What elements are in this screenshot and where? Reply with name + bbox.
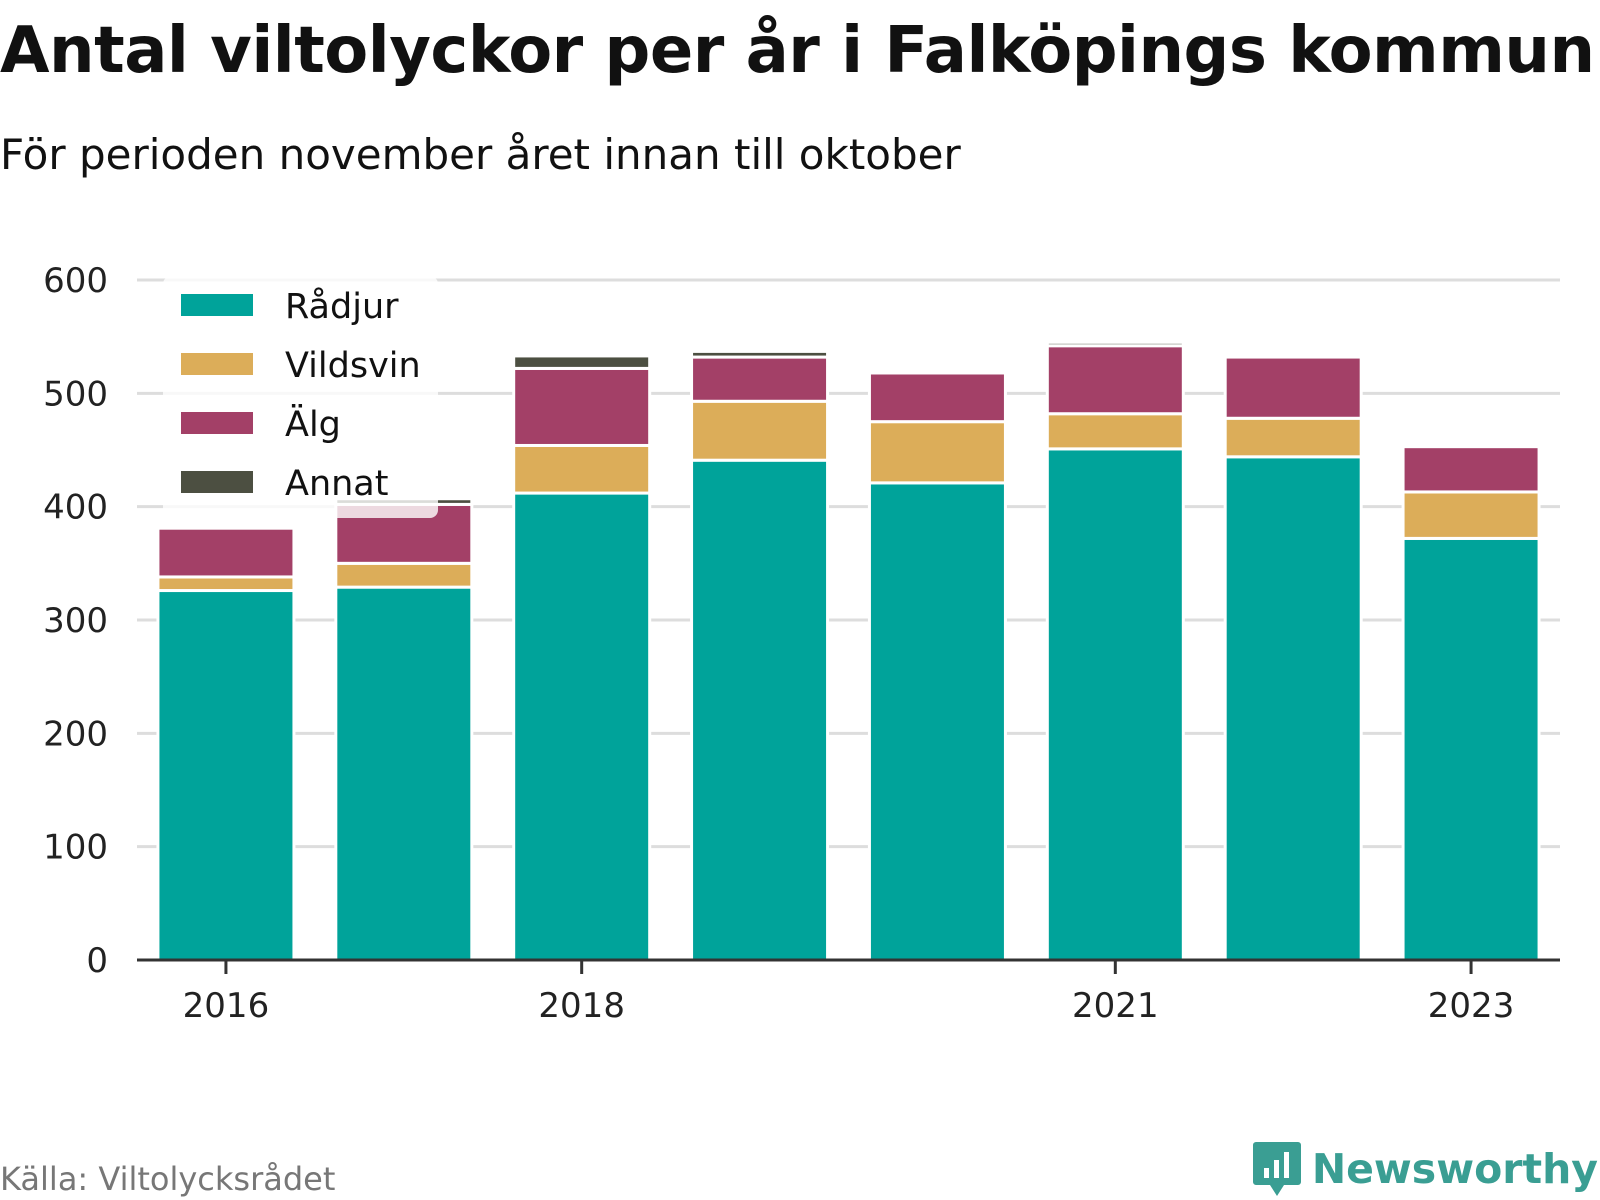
legend-swatch bbox=[181, 471, 253, 493]
x-tick-label: 2023 bbox=[1428, 986, 1515, 1026]
legend-label: Annat bbox=[285, 464, 388, 504]
chart-title: Antal viltolyckor per år i Falköpings ko… bbox=[0, 14, 1595, 88]
bar-segment: Rådjur 2022: 444 bbox=[1223, 455, 1363, 962]
bar-segment: Rådjur 2023: 372 bbox=[1401, 536, 1541, 962]
bar-segment: Rådjur 2017: 329 bbox=[334, 585, 474, 962]
bar-segment: Annat 2019: 5 bbox=[690, 349, 830, 359]
brand-logo[interactable]: Newsworthy bbox=[1252, 1140, 1598, 1198]
y-tick-label: 400 bbox=[43, 488, 108, 528]
legend-swatch bbox=[181, 294, 253, 316]
bar-segment: Älg 2016: 43 bbox=[156, 526, 296, 579]
y-tick-label: 200 bbox=[43, 714, 108, 754]
legend-swatch bbox=[181, 353, 253, 375]
brand-name: Newsworthy bbox=[1311, 1145, 1598, 1193]
y-axis-labels: 0 100 200 300 400 500 600 bbox=[43, 261, 108, 981]
bar-segment: Älg 2020: 43 bbox=[867, 371, 1007, 424]
legend-label: Rådjur bbox=[285, 286, 399, 327]
legend-swatch bbox=[181, 412, 253, 434]
source-note: Källa: Viltolycksrådet bbox=[0, 1160, 336, 1198]
bar-segment: Vildsvin 2022: 34 bbox=[1223, 416, 1363, 459]
legend-label: Älg bbox=[285, 403, 341, 445]
bar-segment: Vildsvin 2019: 52 bbox=[690, 399, 830, 462]
bar-segment: Älg 2018: 68 bbox=[512, 366, 652, 447]
bar-segment: Vildsvin 2016: 12 bbox=[156, 575, 296, 593]
legend-background bbox=[163, 276, 438, 518]
bar-segment: Älg 2021: 60 bbox=[1045, 344, 1185, 416]
bar-segment: Vildsvin 2017: 21 bbox=[334, 561, 474, 589]
bar-segment: Annat 2021: 3 bbox=[1045, 340, 1185, 348]
chart-subtitle: För perioden november året innan till ok… bbox=[0, 130, 961, 179]
bar-segment: Älg 2022: 54 bbox=[1223, 355, 1363, 420]
bar-segment: Rådjur 2020: 421 bbox=[867, 481, 1007, 962]
bar-segment: Vildsvin 2018: 42 bbox=[512, 443, 652, 495]
bar-segment: Älg 2019: 39 bbox=[690, 355, 830, 403]
bar-segment: Rådjur 2021: 451 bbox=[1045, 447, 1185, 962]
y-tick-label: 100 bbox=[43, 828, 108, 868]
bar-segment: Rådjur 2019: 441 bbox=[690, 458, 830, 962]
y-tick-label: 500 bbox=[43, 374, 108, 414]
bar-segment: Rådjur 2016: 326 bbox=[156, 589, 296, 962]
y-tick-label: 600 bbox=[43, 261, 108, 301]
x-tick-label: 2018 bbox=[538, 986, 625, 1026]
legend: Rådjur Vildsvin Älg Annat bbox=[163, 276, 438, 518]
x-tick-label: 2021 bbox=[1072, 986, 1159, 1026]
bars: Rådjur 2016: 326Vildsvin 2016: 12Älg 201… bbox=[156, 340, 1541, 962]
y-tick-label: 0 bbox=[86, 941, 108, 981]
bar-segment: Vildsvin 2021: 31 bbox=[1045, 412, 1185, 451]
y-tick-label: 300 bbox=[43, 601, 108, 641]
x-tick-label: 2016 bbox=[183, 986, 270, 1026]
bar-segment: Rådjur 2018: 412 bbox=[512, 491, 652, 962]
bar-segment: Annat 2023: 2 bbox=[1401, 442, 1541, 449]
x-axis-ticks: 2016 2018 2021 2023 bbox=[183, 960, 1515, 1026]
bar-segment: Annat 2018: 11 bbox=[512, 354, 652, 370]
legend-label: Vildsvin bbox=[285, 346, 421, 386]
bar-chart-speech-bubble-icon bbox=[1252, 1142, 1301, 1196]
bar-segment: Vildsvin 2023: 41 bbox=[1401, 490, 1541, 540]
bar-segment: Vildsvin 2020: 54 bbox=[867, 420, 1007, 485]
bar-segment: Älg 2023: 40 bbox=[1401, 445, 1541, 494]
bar-segment: Annat 2020: 2 bbox=[867, 369, 1007, 375]
